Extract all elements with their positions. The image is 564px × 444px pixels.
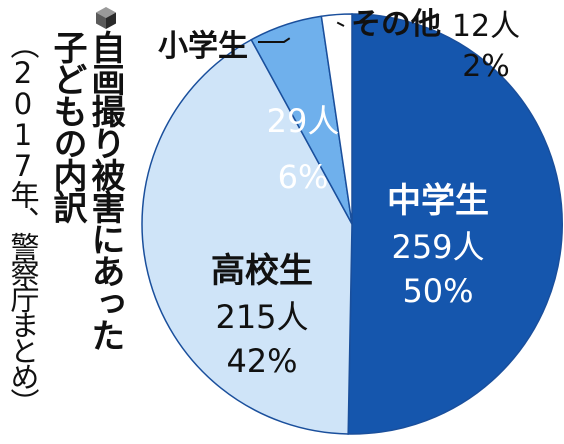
slice-label-percent-2: 6% [278,158,329,196]
cube-icon [96,7,116,29]
pie-slice-1 [141,38,353,435]
slice-label-percent-0: 50% [402,272,473,310]
pie-slice-3 [320,13,353,225]
slice-label-count-3: 12人 [452,9,520,44]
slice-label-name-1: 高校生 [211,251,313,291]
slice-label-percent-3: 2% [462,49,510,84]
slice-label-count-1: 215人 [215,298,308,336]
leader-line-2 [258,37,291,43]
slice-label-count-0: 259人 [391,228,484,266]
leader-line-3 [336,21,345,27]
chart-source: （2017年、警察庁まとめ） [6,30,40,414]
slice-label-percent-1: 42% [226,342,297,380]
pie-slice-0 [347,13,563,435]
slice-label-name-2: 小学生 [158,29,248,64]
slice-label-count-2: 29人 [267,102,340,140]
slice-label-name-0: 中学生 [387,181,489,221]
slice-label-name-3: その他 [351,7,441,42]
chart-title-line1: 自画撮り被害にあった [85,30,125,350]
chart-title-line2: 子どもの内訳 [47,30,87,222]
